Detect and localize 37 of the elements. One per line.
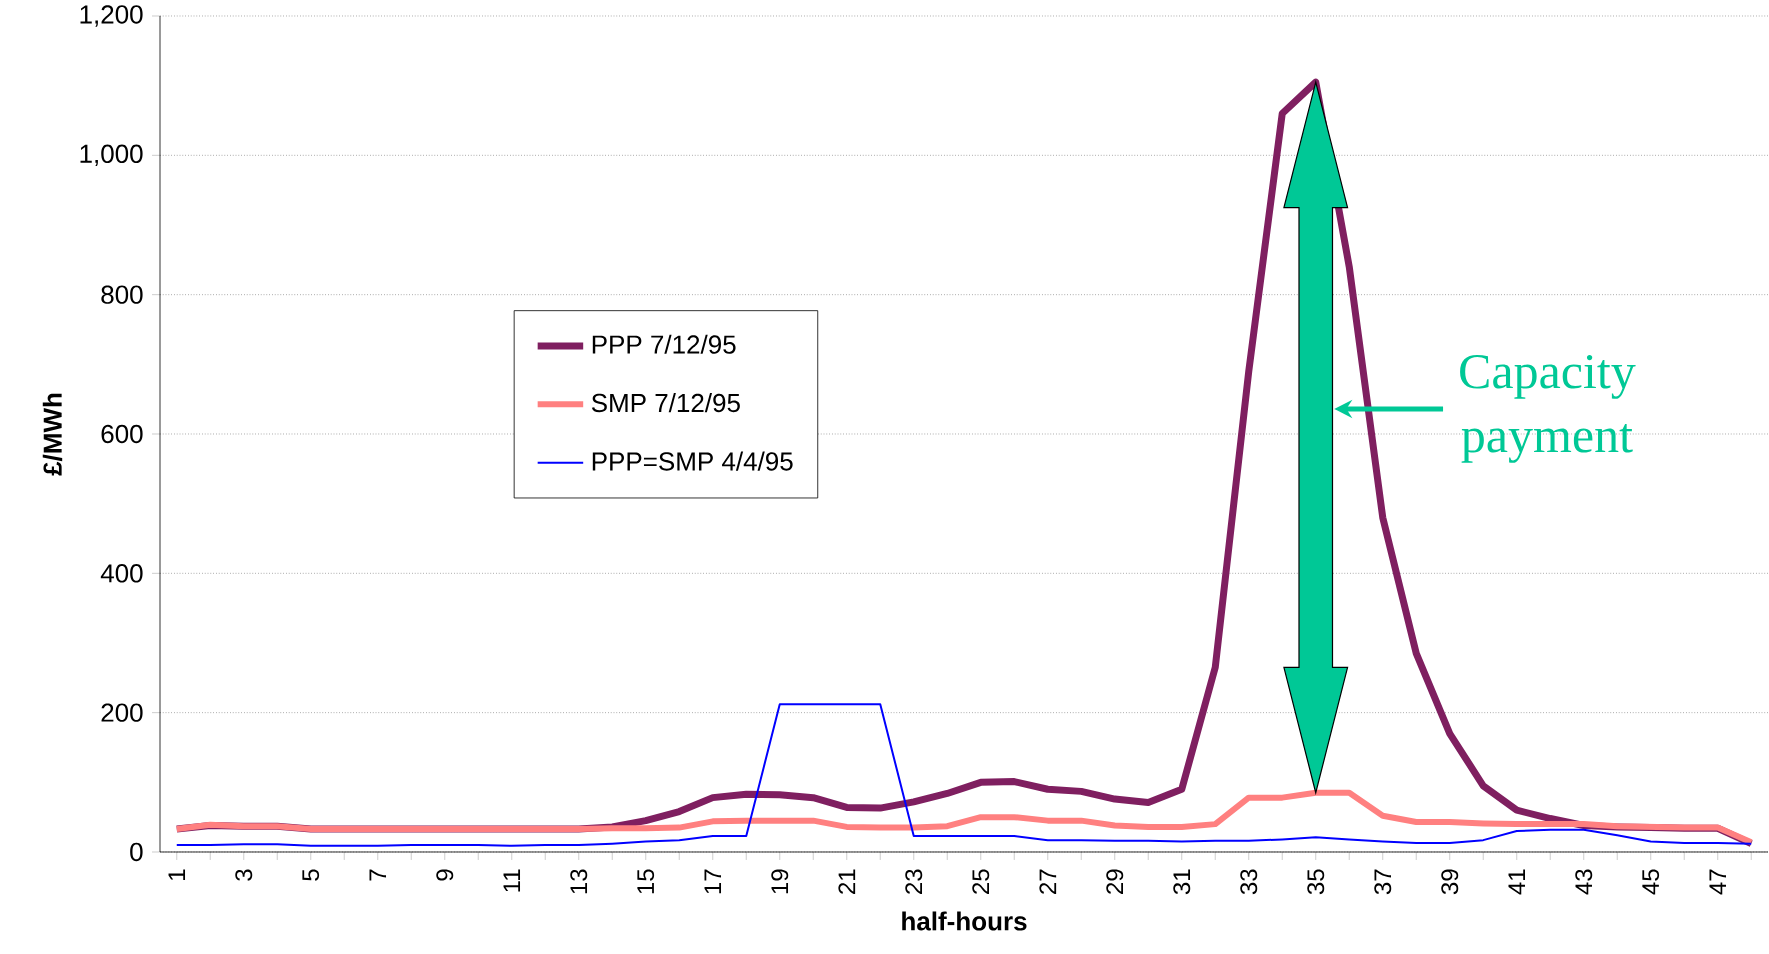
y-tick-label: 1,200 [80,5,143,27]
x-tick-label: 37 [1374,869,1392,895]
legend-label: SMP 7/12/95 [591,393,740,413]
annotation: Capacity payment [1460,354,1636,463]
x-tick-label: 9 [436,869,454,881]
y-tick-label: 600 [101,424,143,444]
x-tick-label: 5 [302,869,320,881]
y-tick-label: 0 [130,842,143,862]
x-tick-label: 1 [168,869,186,880]
x-tick-label: 33 [1240,869,1258,895]
y-tick-label: 200 [101,703,143,722]
x-tick-label: 7 [369,869,387,881]
x-tick-label: 47 [1709,869,1726,895]
legend-label: PPP=SMP 4/4/95 [592,451,793,471]
x-tick-label: 19 [771,869,789,894]
x-tick-label: 11 [503,869,521,892]
x-tick-label: 25 [972,869,990,894]
x-tick-label: 15 [637,869,655,894]
legend-label: PPP 7/12/95 [592,334,736,354]
y-tick-label: 1,000 [80,144,143,167]
x-tick-label: 39 [1441,869,1459,895]
x-tick-label: 29 [1106,869,1124,894]
y-tick-label: 400 [100,564,143,583]
x-tick-label: 45 [1642,869,1660,895]
x-tick-label: 27 [1039,869,1057,894]
x-tick-label: 43 [1575,869,1593,895]
x-tick-label: 31 [1173,869,1191,895]
x-tick-label: 13 [570,869,588,894]
x-tick-label: 41 [1508,869,1525,895]
x-tick-label: 21 [838,869,856,894]
x-tick-label: 17 [704,869,722,894]
y-axis-title: £/MWh [42,393,63,476]
x-tick-label: 3 [235,869,253,881]
y-tick-label: 800 [101,285,143,304]
x-tick-label: 35 [1307,869,1325,895]
x-tick-label: 23 [905,869,923,894]
x-axis-title: half-hours [902,911,1027,931]
